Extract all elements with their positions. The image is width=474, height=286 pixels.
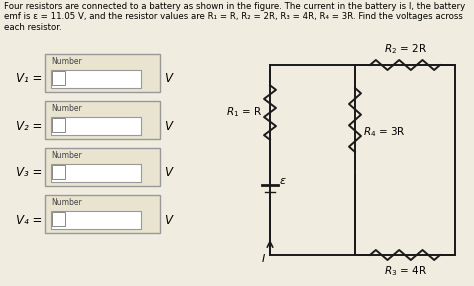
Bar [45,148,160,186]
Text: ε: ε [280,176,286,186]
Text: Number: Number [51,104,82,113]
Text: I: I [261,254,264,264]
Text: Four resistors are connected to a battery as shown in the figure. The current in: Four resistors are connected to a batter… [4,2,465,32]
Bar [45,101,160,139]
Bar [45,54,160,92]
Text: V: V [164,72,172,86]
Text: $R_4$ = 3R: $R_4$ = 3R [363,125,406,139]
Text: V: V [164,214,172,227]
Text: $R_2$ = 2R: $R_2$ = 2R [383,42,427,56]
Text: V: V [164,166,172,180]
Text: V: V [164,120,172,132]
Bar [51,164,141,182]
Bar [51,211,141,229]
Text: $R_3$ = 4R: $R_3$ = 4R [383,264,427,278]
Text: V₁ =: V₁ = [16,72,42,86]
Bar [52,212,65,226]
Text: Number: Number [51,198,82,207]
Text: V₃ =: V₃ = [16,166,42,180]
Text: V₄ =: V₄ = [16,214,42,227]
Bar [52,165,65,179]
Bar [51,70,141,88]
Bar [51,117,141,135]
Text: Number: Number [51,151,82,160]
Bar [52,71,65,85]
Text: V₂ =: V₂ = [16,120,42,132]
Bar [52,118,65,132]
Bar [45,195,160,233]
Text: $R_1$ = R: $R_1$ = R [226,106,262,119]
Text: Number: Number [51,57,82,66]
